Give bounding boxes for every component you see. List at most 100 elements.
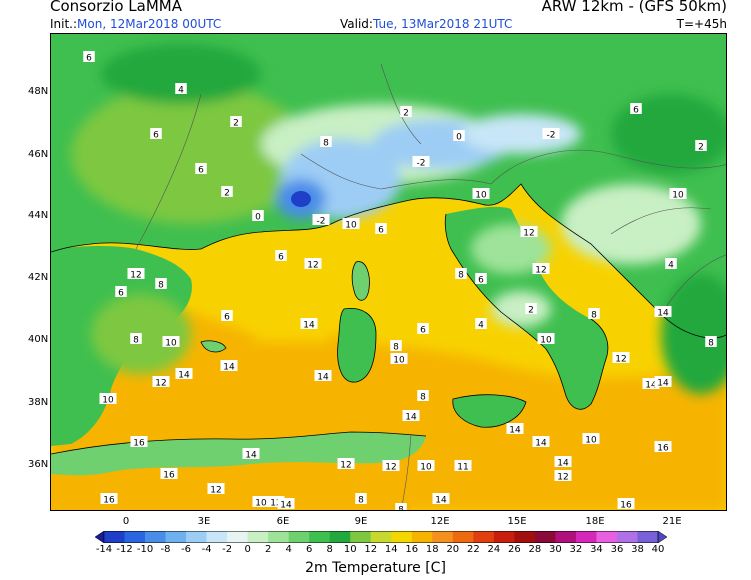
contour-label: 8	[420, 393, 426, 403]
contour-label-bg	[175, 83, 187, 94]
contour-label: 12	[535, 266, 546, 276]
colorbar-tick-label: -4	[201, 544, 212, 555]
contour-label-bg	[506, 423, 524, 434]
land-sicily	[452, 394, 526, 428]
contour-label: 4	[478, 321, 484, 331]
colorbar-tick-label: -2	[222, 544, 233, 555]
contour-label-bg	[314, 370, 332, 381]
contour-label-bg	[554, 456, 572, 467]
colorbar-swatch	[268, 531, 289, 543]
contour-label-bg	[520, 226, 538, 237]
colorbar-swatch	[596, 531, 618, 543]
colorbar-tick-label: -14	[95, 544, 113, 555]
lat-label-38n: 38N	[28, 397, 49, 408]
colorbar-tick-label: 18	[425, 544, 439, 555]
colorbar-tick-label: 24	[487, 544, 501, 555]
contour-label-bg	[705, 336, 717, 347]
contour-label: 14	[223, 363, 235, 373]
colorbar-tick-label: 20	[446, 544, 460, 555]
contour-label-bg	[150, 128, 162, 139]
contour-label: 6	[86, 54, 92, 64]
colorbar	[95, 531, 667, 543]
contour-label: 12	[307, 261, 318, 271]
contour-label: 8	[458, 271, 464, 281]
contour-label: 2	[233, 119, 239, 129]
contour-label: 16	[133, 439, 145, 449]
contour-label: 16	[657, 444, 669, 454]
colorbar-swatch	[391, 531, 413, 543]
contour-label-bg	[375, 223, 387, 234]
colorbar-swatch	[411, 531, 433, 543]
contour-labels: 6426620-22-20-28106101282108121414104621…	[83, 51, 717, 511]
contour-label-bg	[152, 376, 170, 387]
contour-label-bg	[252, 496, 270, 507]
contour-label: 2	[528, 306, 534, 316]
colorbar-swatch	[370, 531, 392, 543]
colorbar-outline	[103, 531, 659, 543]
contour-label: 6	[198, 166, 204, 176]
contour-label-bg	[390, 340, 402, 351]
contour-label: 14	[405, 413, 417, 423]
contour-label: 6	[478, 276, 484, 286]
cold-core-alps	[291, 191, 311, 207]
contour-label-bg	[160, 468, 178, 479]
contour-label-bg	[355, 493, 367, 504]
contour-label-bg	[382, 460, 400, 471]
lon-label-9e: 9E	[354, 516, 368, 527]
colorbar-min-arrow	[95, 531, 105, 543]
contour-label: 10	[393, 356, 405, 366]
contour-label-bg	[115, 286, 127, 297]
contour-label-bg	[242, 448, 260, 459]
colorbar-tick-label: 22	[466, 544, 480, 555]
contour-label-bg	[412, 156, 430, 167]
valid-label: Valid:	[340, 17, 373, 31]
colorbar-tick-label: 40	[651, 544, 665, 555]
colorbar-tick-label: 0	[244, 544, 251, 555]
lat-label-40n: 40N	[28, 334, 49, 345]
contour-label-bg	[475, 273, 487, 284]
contour-label-bg	[630, 103, 642, 114]
contour-label-bg	[195, 163, 207, 174]
temperature-patches	[71, 44, 726, 394]
contour-label: 12	[340, 461, 351, 471]
contour-label-bg	[390, 353, 408, 364]
lon-label-12e: 12E	[430, 516, 450, 527]
contour-label-bg	[277, 498, 295, 509]
contour-label: 10	[420, 463, 432, 473]
colorbar-tick-label: -10	[136, 544, 154, 555]
lon-label-18e: 18E	[585, 516, 605, 527]
contour-label-bg	[155, 278, 167, 289]
contour-label: 6	[118, 289, 124, 299]
colorbar-swatch	[534, 531, 556, 543]
contour-label-bg	[472, 188, 490, 199]
contour-label: 0	[255, 213, 261, 223]
contour-label-bg	[252, 210, 264, 221]
colorbar-swatch	[206, 531, 228, 543]
init-label: Init.:	[50, 17, 78, 31]
contour-label: 6	[278, 253, 284, 263]
contour-label: 10	[475, 191, 487, 201]
forecast-step: T=+45h	[676, 17, 727, 31]
contour-label: 12	[615, 355, 626, 365]
contour-label-bg	[417, 390, 429, 401]
colorbar-tick-label: 10	[343, 544, 357, 555]
colorbar-tick-label: -12	[116, 544, 133, 555]
contour-label: 16	[103, 496, 115, 506]
colorbar-swatch	[514, 531, 536, 543]
contour-label: 8	[591, 311, 597, 321]
contour-label: 16	[620, 501, 632, 511]
contour-label-bg	[300, 318, 318, 329]
contour-label-bg	[642, 378, 660, 389]
contour-label: 10	[672, 191, 684, 201]
contour-label: -2	[547, 131, 556, 141]
colorbar-swatch	[309, 531, 331, 543]
contour-label-bg	[453, 130, 465, 141]
contour-label-bg	[455, 268, 467, 279]
contour-label-bg	[220, 360, 238, 371]
colorbar-tick-label: 2	[264, 544, 272, 555]
contour-label-bg	[588, 308, 600, 319]
contour-label-bg	[454, 460, 472, 471]
contour-label: 10	[255, 499, 267, 509]
colorbar-tick-label: 4	[285, 544, 292, 555]
contour-label-bg	[432, 493, 450, 504]
